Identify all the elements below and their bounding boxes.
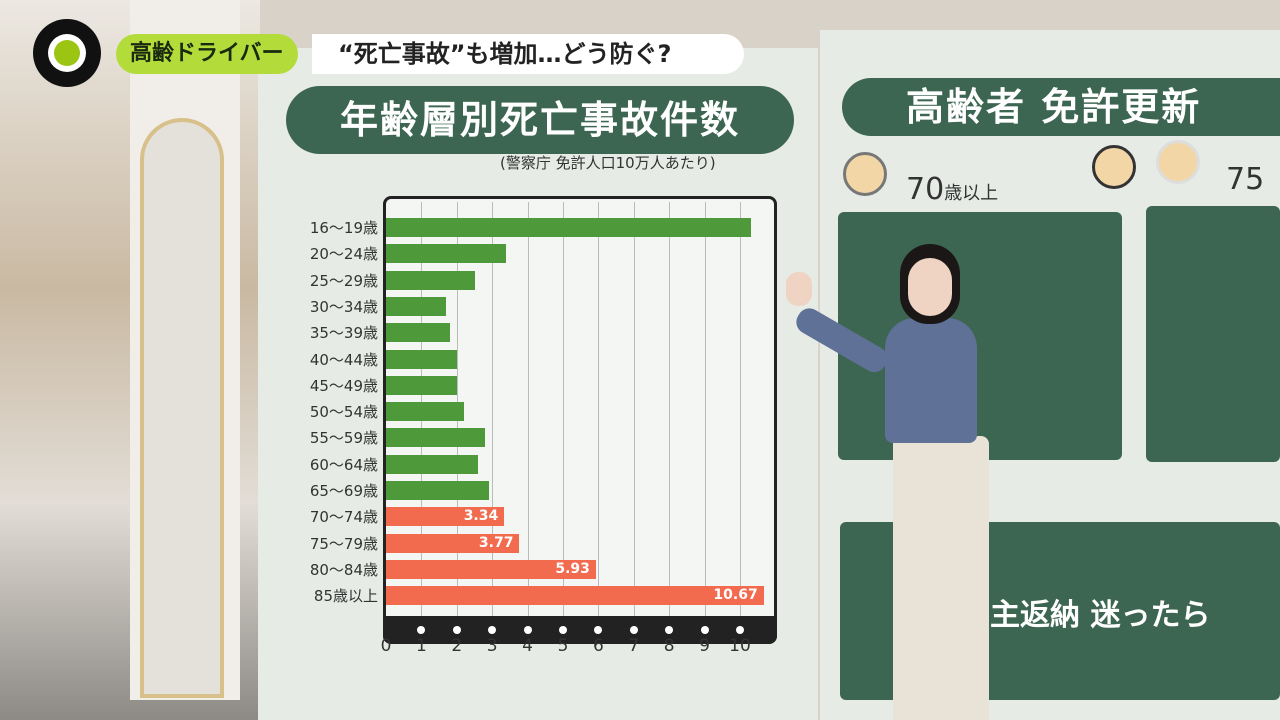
- data-label: 3.77: [478, 534, 514, 551]
- category-label: 80〜84歳: [309, 560, 378, 579]
- tick-dot: [629, 626, 638, 634]
- gridline: [669, 202, 671, 616]
- x-tick-label: 2: [451, 636, 463, 656]
- category-label: 25〜29歳: [309, 271, 378, 290]
- x-tick-label: 0: [380, 636, 392, 656]
- category-label: 50〜54歳: [309, 403, 378, 422]
- x-tick-label: 8: [663, 636, 675, 656]
- x-tick-label: 4: [522, 636, 534, 656]
- category-label: 70〜74歳: [309, 508, 378, 527]
- bar: [386, 323, 450, 343]
- age-number: 70: [906, 172, 945, 207]
- data-label: 3.34: [463, 508, 499, 525]
- age-label-70: 70歳以上: [906, 172, 998, 207]
- category-label: 35〜39歳: [309, 324, 378, 343]
- gridline: [527, 202, 529, 616]
- info-card: [838, 212, 1122, 460]
- category-label: 45〜49歳: [309, 376, 378, 395]
- tick-dot: [594, 626, 603, 634]
- bar: [386, 244, 507, 264]
- data-label: 5.93: [555, 560, 590, 577]
- bar: 10.67: [386, 586, 764, 606]
- right-board-title: 高齢者 免許更新: [842, 78, 1280, 136]
- presenter-pants: [893, 436, 989, 720]
- category-label: 16〜19歳: [309, 219, 378, 237]
- category-label: 65〜69歳: [309, 482, 378, 500]
- elderly-woman-icon: [1092, 145, 1136, 189]
- presenter-hand: [786, 272, 812, 306]
- category-label: 40〜44歳: [309, 350, 378, 369]
- x-tick-label: 7: [628, 636, 640, 656]
- bar: [386, 481, 489, 500]
- presenter-blouse: [885, 318, 977, 443]
- category-label: 85歳以上: [313, 587, 378, 606]
- gridline: [598, 202, 600, 616]
- channel-logo: [33, 19, 101, 87]
- info-card: [1146, 206, 1280, 462]
- gridline: [492, 202, 494, 616]
- chart-title: 年齢層別死亡事故件数: [286, 86, 794, 154]
- x-axis-bar: [383, 616, 777, 644]
- bar: [386, 428, 486, 448]
- age-unit: 歳以上: [944, 183, 999, 204]
- tick-dot: [523, 626, 532, 634]
- category-label: 75〜79歳: [309, 534, 378, 553]
- category-label: 55〜59歳: [309, 429, 378, 448]
- category-label: 30〜34歳: [309, 297, 378, 316]
- headline: “死亡事故”も増加…どう防ぐ?: [312, 34, 744, 74]
- category-label: 60〜64歳: [309, 455, 378, 474]
- bar: 5.93: [386, 559, 596, 579]
- presenter-face: [908, 258, 952, 316]
- gridline: [633, 202, 635, 616]
- bottom-card-text: 主返納 迷ったら: [990, 598, 1211, 633]
- bar: 3.77: [386, 533, 520, 553]
- elderly-man-white-hair-icon: [1156, 140, 1200, 184]
- x-tick-label: 10: [729, 636, 751, 656]
- tick-dot: [559, 626, 567, 634]
- data-label: 10.67: [713, 587, 758, 604]
- chart-subtitle: (警察庁 免許人口10万人あたり): [500, 154, 716, 172]
- bar: [386, 296, 447, 316]
- gridline: [704, 202, 706, 616]
- bar: [386, 454, 479, 474]
- tick-dot: [700, 626, 709, 634]
- category-label: 20〜24歳: [309, 245, 378, 264]
- bar: [386, 402, 464, 422]
- tick-dot: [417, 626, 426, 634]
- age-label-75: 75: [1226, 162, 1265, 197]
- bar: [386, 218, 751, 237]
- gridline: [563, 202, 564, 616]
- bar: [386, 375, 457, 395]
- bar: 3.34: [386, 507, 505, 527]
- x-tick-label: 1: [415, 636, 427, 656]
- tick-dot: [665, 626, 674, 634]
- tick-dot: [452, 626, 461, 634]
- x-tick-label: 6: [592, 636, 604, 656]
- x-tick-label: 9: [699, 636, 711, 656]
- bar: [386, 270, 475, 290]
- bar: [386, 349, 457, 369]
- elderly-man-icon: [843, 152, 887, 196]
- x-tick-label: 3: [486, 636, 498, 656]
- x-tick-label: 5: [557, 636, 569, 656]
- tick-dot: [736, 626, 744, 634]
- gridline: [740, 202, 741, 616]
- tick-dot: [488, 626, 497, 634]
- topic-tag: 高齢ドライバー: [116, 34, 298, 74]
- studio-arch: [140, 118, 224, 698]
